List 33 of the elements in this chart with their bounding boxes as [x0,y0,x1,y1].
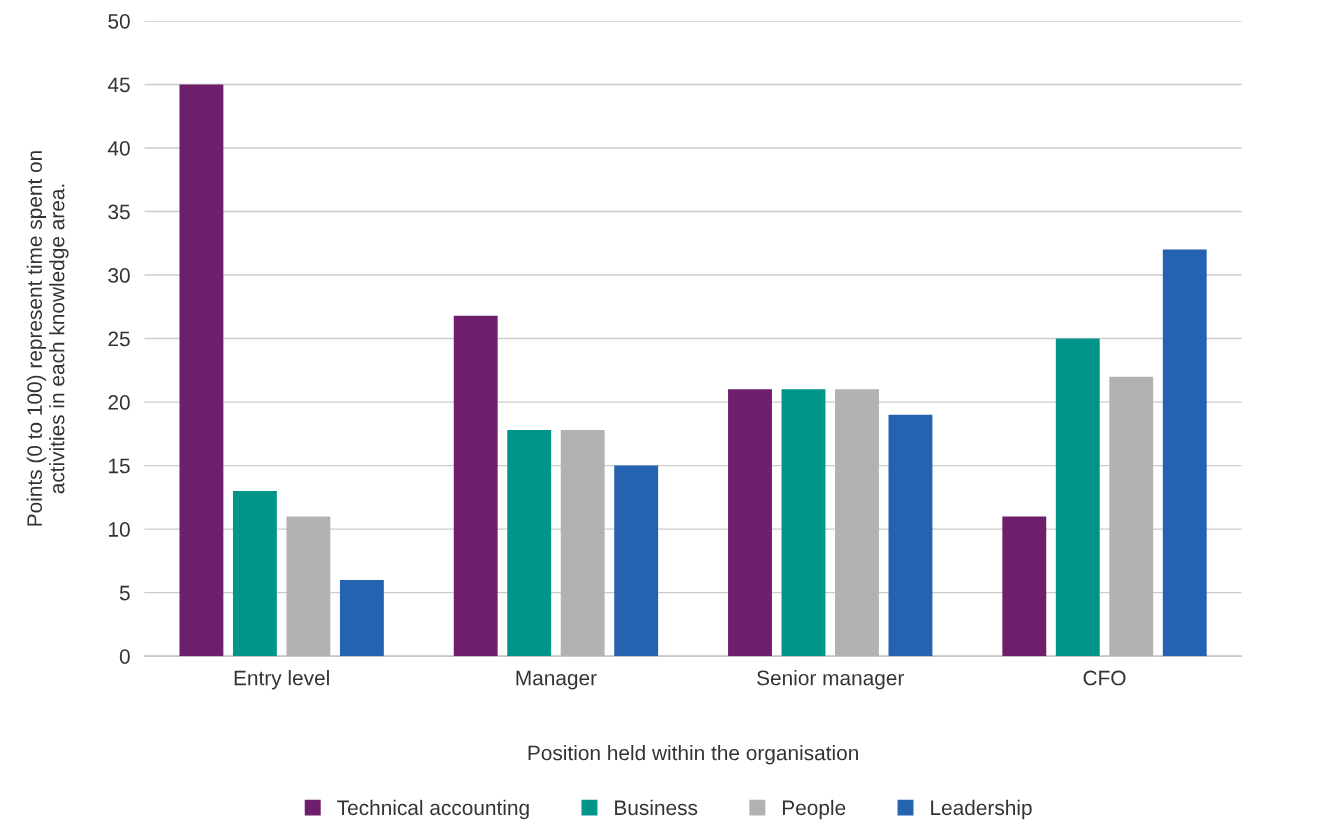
y-tick-label: 30 [108,268,130,283]
bar [1055,338,1100,657]
bar [232,491,277,657]
y-tick-label: 45 [107,77,130,93]
y-tick-label: 25 [108,331,130,347]
legend-label: Business [615,799,698,816]
y-axis-title: Points (0 to 100) represent time spent on activities in each knowledge area. [26,151,69,526]
y-tick-label: 50 [108,13,130,29]
bar [728,389,772,657]
y-tick-label: 10 [109,522,130,537]
x-tick-label: Entry level [234,670,329,690]
y-tick-label: 15 [109,458,130,474]
x-tick-label: Manager [516,670,597,690]
y-tick-label: 0 [119,649,130,664]
x-axis-title: Position held within the organisation [528,745,858,765]
bar [888,414,933,657]
legend-label: Technical accounting [337,799,529,820]
y-tick-label: 20 [108,395,130,410]
y-tick-label: 40 [107,140,130,156]
bar [453,315,498,657]
x-tick-label: CFO [1083,670,1126,686]
bar [781,389,826,657]
x-tick-label: Senior manager [757,670,905,690]
legend-label: People [782,799,846,820]
y-tick-label: 35 [108,204,130,220]
bar [507,430,552,657]
bar [179,84,224,657]
bar [1002,516,1047,657]
bar [1162,249,1207,657]
bar [339,579,384,657]
bar [614,465,659,657]
y-tick-label: 5 [119,585,130,601]
legend-label: Leadership [931,799,1032,820]
